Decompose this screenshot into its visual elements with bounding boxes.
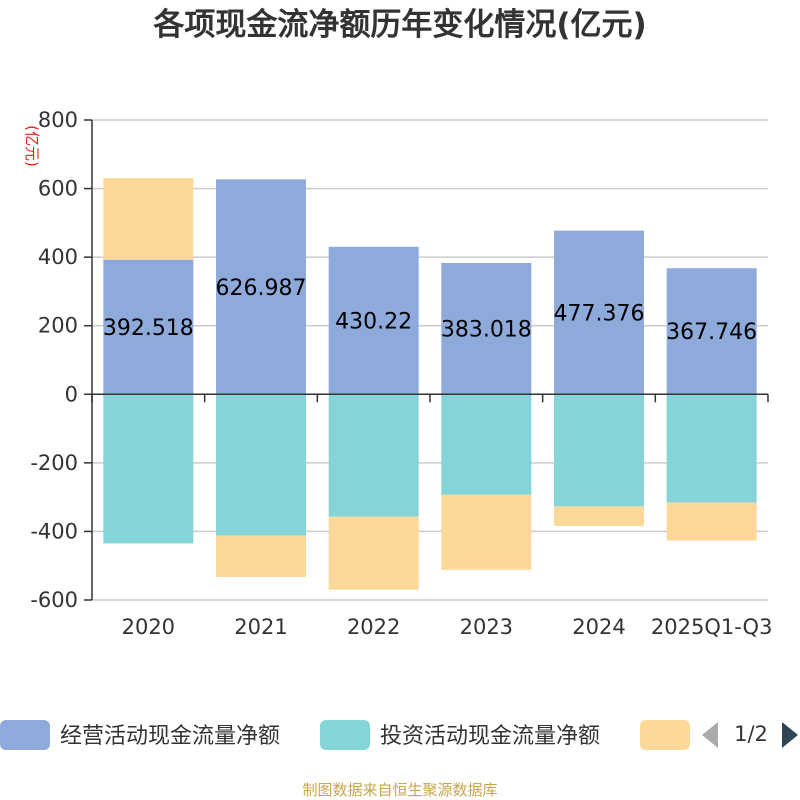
axes: 800 600 400 200 0 -200 -400 -600 2020 2021 2022 202…: [30, 108, 772, 639]
data-label: 430.22: [335, 310, 412, 335]
legend: 经营活动现金流量净额 投资活动现金流量净额 1/2: [0, 720, 798, 750]
prev-page-icon[interactable]: [702, 722, 718, 748]
bar-1-2022: [328, 246, 419, 395]
legend-swatch: [0, 720, 50, 750]
bar-2-2024: [554, 394, 644, 507]
bar-2-2022: [328, 394, 419, 517]
bar-3-2024: [554, 506, 644, 526]
legend-swatch: [640, 720, 690, 750]
x-tick-label: 2025Q1-Q3: [651, 615, 773, 639]
chart-title: 各项现金流净额历年变化情况(亿元): [152, 7, 646, 43]
y-tick-label: -200: [30, 451, 78, 475]
y-tick-label: 0: [65, 382, 78, 406]
bar-2-2020: [103, 394, 194, 544]
y-tick-label: -400: [30, 519, 78, 543]
data-label: 383.018: [441, 318, 532, 343]
bar-1-2024: [554, 230, 644, 395]
data-label: 392.518: [103, 316, 194, 341]
y-tick-label: 400: [38, 245, 78, 269]
bar-3-2023: [441, 494, 532, 570]
legend-label: 经营活动现金流量净额: [60, 724, 280, 749]
y-tick-label: 200: [38, 314, 78, 338]
legend-swatch: [320, 720, 370, 750]
x-tick-label: 2024: [572, 615, 625, 639]
bar-2-2023: [441, 394, 532, 495]
bar-3-2021: [216, 535, 306, 578]
bar-3-2020: [103, 178, 194, 260]
data-source: 制图数据来自恒生聚源数据库: [302, 781, 497, 799]
legend-page-indicator: 1/2: [734, 722, 768, 746]
y-tick-label: 800: [38, 108, 78, 132]
bar-3-2025Q1-Q3: [666, 502, 757, 541]
x-tick-label: 2022: [347, 615, 400, 639]
bar-1-2020: [103, 259, 194, 395]
bars: [103, 178, 757, 590]
bar-1-2023: [441, 262, 532, 395]
x-tick-label: 2020: [122, 615, 175, 639]
data-label: 367.746: [666, 320, 757, 345]
bar-2-2021: [216, 394, 306, 536]
next-page-icon[interactable]: [782, 722, 798, 748]
grid: [92, 119, 768, 601]
data-label: 626.987: [216, 276, 307, 301]
bar-1-2025Q1-Q3: [666, 268, 757, 395]
data-labels: 392.518 626.987 430.22 383.018 477.376 367.74…: [103, 276, 757, 345]
bar-2-2025Q1-Q3: [666, 394, 757, 503]
y-tick-label: 600: [38, 177, 78, 201]
bar-3-2022: [328, 516, 419, 590]
x-tick-label: 2021: [234, 615, 287, 639]
bar-1-2021: [216, 179, 306, 395]
y-axis-unit: (亿元): [23, 125, 41, 167]
y-tick-label: -600: [30, 588, 78, 612]
legend-label: 投资活动现金流量净额: [380, 724, 600, 749]
data-label: 477.376: [554, 301, 645, 326]
x-tick-label: 2023: [460, 615, 513, 639]
